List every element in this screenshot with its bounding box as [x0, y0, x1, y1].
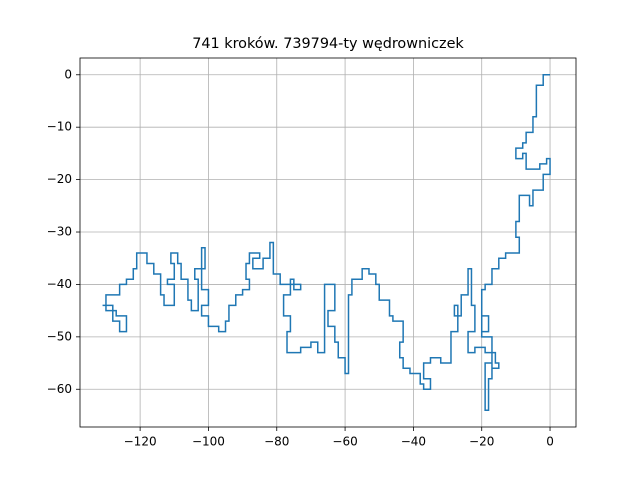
y-tick-label: −60: [47, 382, 72, 396]
x-tick-label: 0: [546, 435, 554, 449]
y-tick-label: −20: [47, 172, 72, 186]
walk-line: [102, 74, 551, 411]
x-tick-label: −20: [469, 435, 494, 449]
plot-frame: [79, 57, 577, 428]
y-tick-label: −30: [47, 225, 72, 239]
x-tick-label: −120: [124, 435, 157, 449]
chart-title: 741 kroków. 739794-ty wędrowniczek: [192, 36, 464, 52]
x-tick-label: −60: [332, 435, 357, 449]
x-tick-label: −40: [401, 435, 426, 449]
y-tick-label: −10: [47, 120, 72, 134]
y-tick-label: 0: [64, 67, 72, 81]
x-tick-label: −80: [264, 435, 289, 449]
y-tick-label: −50: [47, 329, 72, 343]
y-tick-label: −40: [47, 277, 72, 291]
x-tick-label: −100: [192, 435, 225, 449]
